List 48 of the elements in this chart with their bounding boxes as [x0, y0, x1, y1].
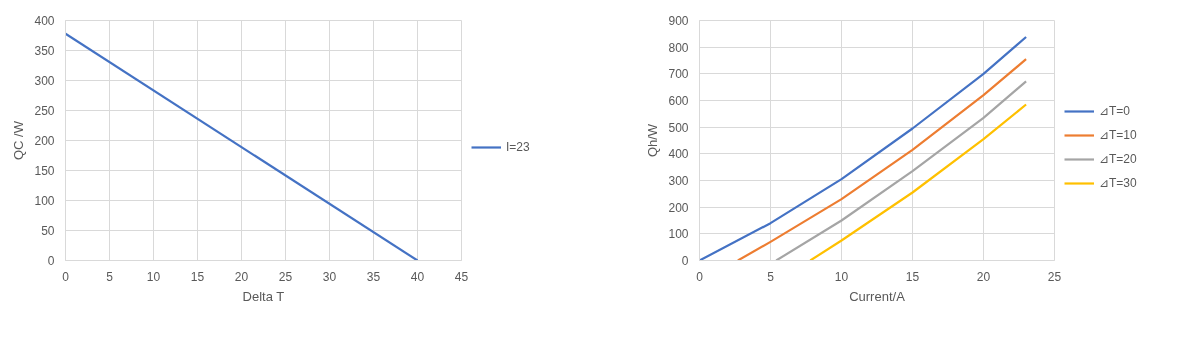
x-tick-label: 0: [62, 269, 70, 284]
y-tick-label: 400: [668, 147, 689, 162]
x-tick-label: 45: [454, 269, 469, 284]
y-tick-label: 300: [668, 174, 689, 188]
x-tick-label: 15: [905, 269, 920, 284]
line-series: [699, 35, 1028, 261]
y-tick-label: 800: [668, 40, 689, 55]
y-tick-label: 200: [34, 134, 55, 148]
y-tick-label: 300: [34, 74, 55, 88]
y-tick-label: 50: [41, 224, 55, 238]
x-tick-label: 40: [410, 269, 425, 284]
x-tick-label: 30: [322, 269, 337, 284]
x-axis-title: Current/A: [849, 288, 906, 304]
y-tick-label: 400: [34, 14, 55, 28]
x-tick-label: 20: [234, 269, 249, 284]
x-tick-label: 35: [366, 269, 381, 284]
line-series: [775, 80, 1028, 261]
y-tick-label: 200: [668, 200, 689, 215]
x-tick-label: 5: [106, 269, 114, 284]
x-tick-label: 5: [767, 269, 775, 284]
y-tick-label: 350: [34, 44, 55, 58]
y-tick-label: 100: [668, 227, 689, 242]
x-tick-label: 10: [834, 269, 849, 284]
y-tick-label: 150: [34, 164, 55, 178]
x-tick-label: 10: [146, 269, 161, 284]
legend-label: ⊿T=30: [1099, 176, 1137, 190]
x-tick-label: 25: [1047, 269, 1062, 284]
y-tick-label: 500: [668, 120, 689, 135]
y-tick-label: 600: [668, 94, 689, 108]
x-tick-label: 15: [190, 269, 205, 284]
y-axis-title: QC /W: [11, 120, 27, 160]
x-axis-title: Delta T: [242, 288, 285, 304]
line-series: [809, 103, 1028, 261]
y-tick-label: 100: [34, 194, 55, 208]
y-axis-title: Qh/W: [645, 123, 661, 158]
y-tick-label: 0: [681, 254, 689, 268]
y-tick-label: 250: [34, 104, 55, 118]
line-series: [736, 58, 1028, 261]
legend-label: ⊿T=10: [1099, 128, 1137, 142]
y-tick-label: 700: [668, 67, 689, 82]
x-tick-label: 0: [696, 269, 704, 284]
legend-label: ⊿T=20: [1099, 152, 1137, 166]
legend-label: I=23: [506, 140, 530, 154]
y-tick-label: 900: [668, 14, 689, 28]
x-tick-label: 25: [278, 269, 293, 284]
y-tick-label: 0: [47, 254, 55, 268]
x-tick-label: 20: [976, 269, 991, 284]
legend-label: ⊿T=0: [1099, 104, 1131, 118]
